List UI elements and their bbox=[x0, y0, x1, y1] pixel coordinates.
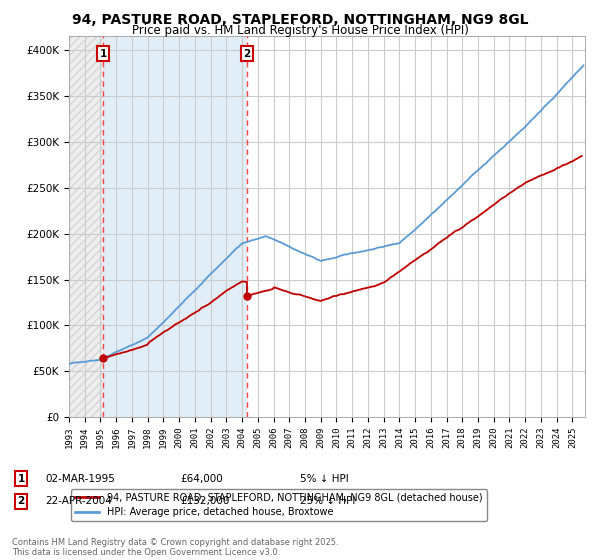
Bar bbox=[69, 36, 103, 417]
Text: 25% ↓ HPI: 25% ↓ HPI bbox=[300, 496, 355, 506]
Text: £64,000: £64,000 bbox=[180, 474, 223, 484]
Text: 1: 1 bbox=[17, 474, 25, 484]
Text: 2: 2 bbox=[244, 49, 251, 59]
Legend: 94, PASTURE ROAD, STAPLEFORD, NOTTINGHAM, NG9 8GL (detached house), HPI: Average: 94, PASTURE ROAD, STAPLEFORD, NOTTINGHAM… bbox=[71, 489, 487, 521]
Text: £132,000: £132,000 bbox=[180, 496, 229, 506]
Text: 02-MAR-1995: 02-MAR-1995 bbox=[45, 474, 115, 484]
Text: Price paid vs. HM Land Registry's House Price Index (HPI): Price paid vs. HM Land Registry's House … bbox=[131, 24, 469, 37]
Text: 94, PASTURE ROAD, STAPLEFORD, NOTTINGHAM, NG9 8GL: 94, PASTURE ROAD, STAPLEFORD, NOTTINGHAM… bbox=[72, 13, 528, 27]
Bar bbox=[103, 36, 247, 417]
Text: Contains HM Land Registry data © Crown copyright and database right 2025.
This d: Contains HM Land Registry data © Crown c… bbox=[12, 538, 338, 557]
Text: 5% ↓ HPI: 5% ↓ HPI bbox=[300, 474, 349, 484]
Text: 1: 1 bbox=[100, 49, 107, 59]
Text: 2: 2 bbox=[17, 496, 25, 506]
Text: 22-APR-2004: 22-APR-2004 bbox=[45, 496, 112, 506]
